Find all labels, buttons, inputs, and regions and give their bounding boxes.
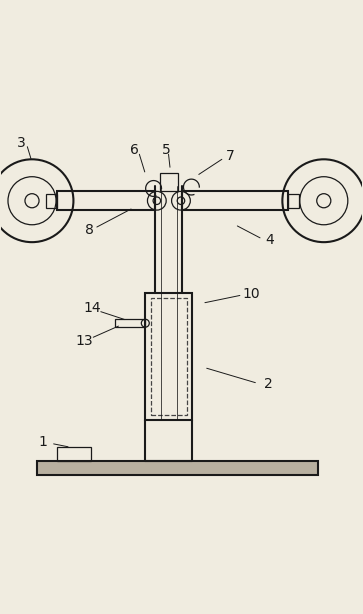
Text: 8: 8 [85, 222, 94, 236]
Text: 5: 5 [162, 143, 171, 157]
Text: 6: 6 [130, 143, 138, 157]
Text: 1: 1 [38, 435, 47, 449]
Text: 3: 3 [17, 136, 25, 150]
Bar [182, 192, 288, 210]
Text: 4: 4 [265, 233, 274, 247]
Bar [151, 298, 187, 414]
Bar [145, 293, 192, 421]
Text: 14: 14 [83, 301, 101, 316]
Bar [115, 319, 145, 327]
Bar [37, 461, 318, 475]
Text: 7: 7 [226, 149, 234, 163]
Bar [57, 447, 91, 461]
Bar [57, 192, 155, 210]
Bar [160, 173, 178, 192]
Bar [288, 193, 299, 208]
Text: 2: 2 [264, 378, 272, 392]
Text: 10: 10 [243, 287, 261, 301]
Text: 13: 13 [76, 334, 93, 348]
Bar [46, 193, 57, 208]
